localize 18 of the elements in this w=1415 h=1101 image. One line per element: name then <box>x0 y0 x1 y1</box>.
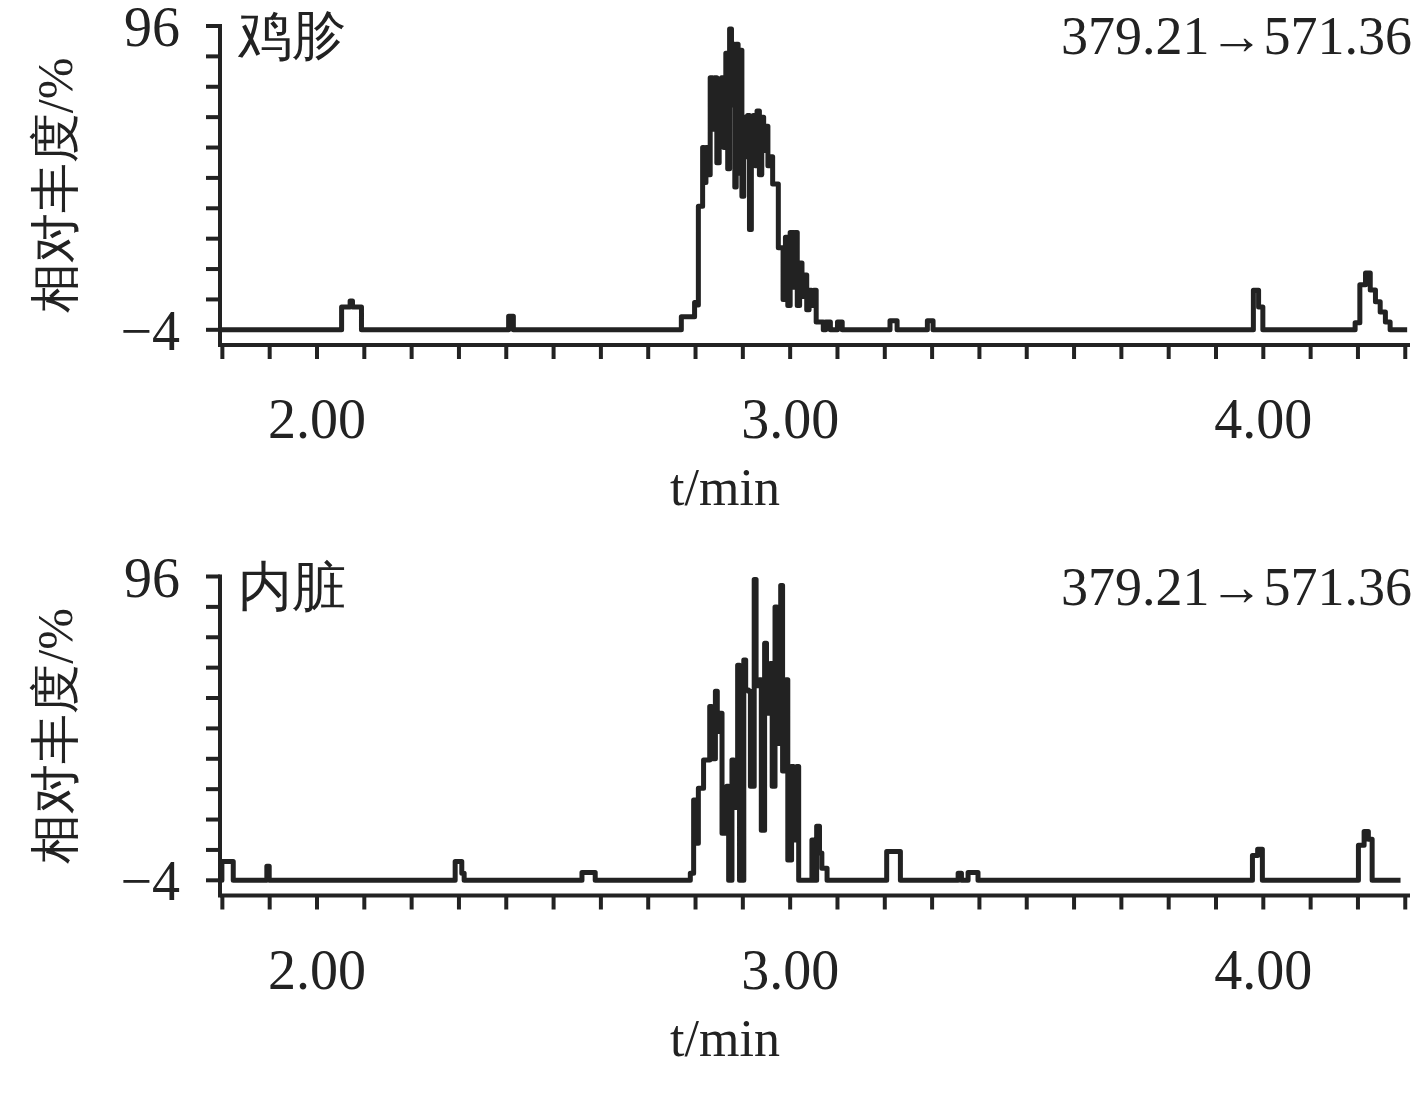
y-axis-title: 相对丰度/% <box>27 57 83 314</box>
y-tick-label: 96 <box>124 546 180 609</box>
y-tick-label: 96 <box>124 0 180 58</box>
x-tick-label: 2.00 <box>268 388 366 450</box>
x-tick-label: 4.00 <box>1214 388 1313 450</box>
x-tick-label: 3.00 <box>741 388 840 450</box>
x-tick-label: 2.00 <box>268 938 366 1001</box>
chart-title: 鸡胗 <box>237 6 346 66</box>
x-tick-label: 4.00 <box>1214 938 1313 1001</box>
x-axis-title: t/min <box>670 459 780 516</box>
chart-title: 内脏 <box>238 556 346 617</box>
annotation: 379.21→571.36 <box>1061 6 1412 66</box>
x-axis-title: t/min <box>670 1009 780 1067</box>
annotation: 379.21→571.36 <box>1061 556 1412 617</box>
y-tick-label: −4 <box>120 299 180 362</box>
x-tick-label: 3.00 <box>741 938 840 1001</box>
y-axis-title: 相对丰度/% <box>27 608 83 864</box>
y-tick-label: −4 <box>120 850 180 913</box>
